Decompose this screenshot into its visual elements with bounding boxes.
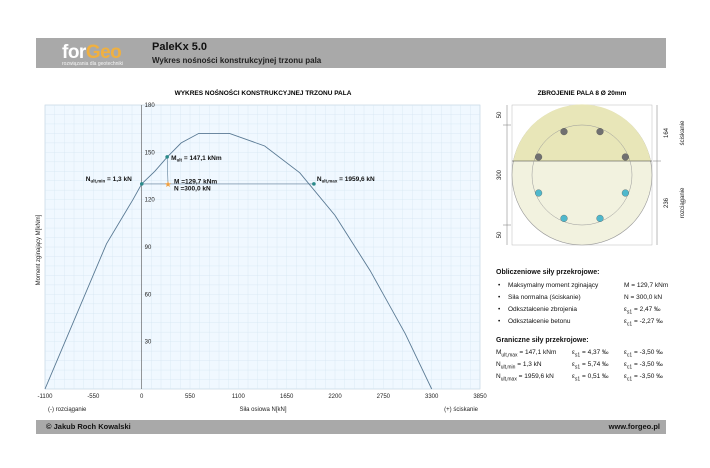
x-tick-label: 2750 — [377, 394, 391, 400]
x-tick-label: 3850 — [473, 394, 487, 400]
label-design-m: M =129,7 kNm — [174, 178, 217, 185]
app-title: PaleKx 5.0 — [152, 41, 208, 53]
label-compression: ściskanie — [680, 120, 686, 145]
computed-row-label: Siła normalna (ściskanie) — [498, 294, 581, 301]
limit-row-steel-strain: εs1 = 5,74 ‰ — [572, 361, 609, 371]
rebar-compressed — [560, 128, 568, 136]
x-right-note: (+) ściskanie — [444, 407, 479, 413]
chart-title: WYKRES NOŚNOŚCI KONSTRUKCYJNEJ TRZONU PA… — [175, 88, 352, 97]
limit-row-concrete-strain: εc1 = -3,50 ‰ — [624, 349, 663, 359]
footer-author: © Jakub Roch Kowalski — [46, 422, 131, 431]
x-tick-label: -1100 — [38, 394, 54, 400]
computed-row-value: εc1 = -2,27 ‰ — [624, 318, 663, 328]
limit-row-steel-strain: εs1 = 0,51 ‰ — [572, 373, 609, 383]
app-subtitle: Wykres nośności konstrukcyjnej trzonu pa… — [152, 56, 322, 65]
dim-tension: 236 — [664, 197, 670, 208]
y-tick-label: 60 — [145, 292, 152, 298]
limit-row-steel-strain: εs1 = 4,37 ‰ — [572, 349, 609, 359]
computed-row-value: εs1 = 2,47 ‰ — [624, 306, 661, 316]
y-tick-label: 90 — [145, 245, 152, 251]
x-tick-label: -550 — [87, 394, 100, 400]
point-labels: Nult,min = 1,3 kN Mult = 147,1 kNm Nult,ma… — [86, 155, 375, 192]
dim-bottom: 50 — [497, 231, 503, 238]
section-title: ZBROJENIE PALA 8 Ø 20mm — [538, 90, 627, 97]
y-tick-label: 150 — [145, 150, 156, 156]
limit-row-concrete-strain: εc1 = -3,50 ‰ — [624, 373, 663, 383]
design-point-marker — [164, 181, 172, 187]
x-tick-label: 3300 — [425, 394, 439, 400]
rebars — [535, 128, 629, 222]
limit-point — [312, 182, 316, 186]
limit-forces-title: Graniczne siły przekrojowe: — [496, 337, 589, 344]
x-tick-labels: -1100 -550 0 550 1100 1650 2200 2750 3300 3850 — [38, 394, 488, 400]
rebar-tensioned — [596, 214, 604, 222]
x-left-note: (-) rozciąganie — [48, 407, 87, 413]
y-tick-labels: 30 60 90 120 150 180 — [145, 103, 156, 346]
y-tick-label: 30 — [145, 340, 152, 346]
limit-row-concrete-strain: εc1 = -3,50 ‰ — [624, 361, 663, 371]
dim-top: 50 — [497, 111, 503, 118]
x-tick-label: 2200 — [328, 394, 342, 400]
compression-zone — [513, 104, 651, 161]
label-n-ult-max: Nult,max = 1959,6 kN — [317, 176, 375, 184]
rebar-tensioned — [535, 189, 543, 197]
rebar-compressed — [621, 153, 629, 161]
footer-website-link[interactable]: www.forgeo.pl — [608, 422, 660, 431]
computed-forces-title: Obliczeniowe siły przekrojowe: — [496, 269, 600, 276]
rebar-compressed — [535, 153, 543, 161]
limit-row-force: Mult,max = 147,1 kNm — [496, 349, 557, 359]
computed-row-value: M = 129,7 kNm — [624, 282, 669, 289]
limit-point — [139, 182, 144, 186]
label-design-n: N =300,0 kN — [174, 185, 211, 192]
computed-row-label: Maksymalny moment zginający — [498, 282, 598, 289]
capacity-curve — [44, 132, 433, 390]
footer-bar — [36, 420, 666, 434]
limit-row-force: Nult,max = 1959,6 kN — [496, 373, 554, 383]
label-tension: rozciąganie — [680, 187, 686, 218]
rebar-tensioned — [621, 189, 629, 197]
y-axis-label: Moment zginający M[kNm] — [36, 214, 42, 285]
y-tick-label: 120 — [145, 198, 156, 204]
rebar-ring — [531, 124, 633, 226]
dim-middle: 300 — [497, 169, 503, 180]
x-tick-label: 550 — [185, 394, 196, 400]
x-axis-label: Siła osiowa N[kN] — [239, 407, 286, 413]
x-tick-label: 0 — [140, 394, 144, 400]
logo-tagline: rozwiązania dla geotechniki — [62, 61, 124, 67]
header-bar — [36, 38, 666, 68]
limit-row-force: Nult,min = 1,3 kN — [496, 361, 542, 371]
computed-row-label: Odkształcenie zbrojenia — [498, 306, 577, 313]
m-limit-line — [166, 156, 169, 185]
grid — [44, 104, 481, 390]
computed-row-label: Odkształcenie betonu — [498, 318, 570, 325]
x-tick-label: 1650 — [280, 394, 294, 400]
label-n-ult-min: Nult,min = 1,3 kN — [86, 176, 132, 184]
guide-lines — [141, 156, 314, 185]
x-tick-label: 1100 — [232, 394, 246, 400]
y-tick-label: 180 — [145, 103, 156, 109]
limit-point — [165, 155, 169, 159]
forgeo-logo: forGeo — [62, 42, 122, 63]
rebar-compressed — [596, 128, 604, 136]
computed-row-value: N = 300,0 kN — [624, 294, 663, 301]
dim-compression: 164 — [664, 127, 670, 138]
label-m-ult: Mult = 147,1 kNm — [171, 155, 222, 163]
rebar-tensioned — [560, 214, 568, 222]
